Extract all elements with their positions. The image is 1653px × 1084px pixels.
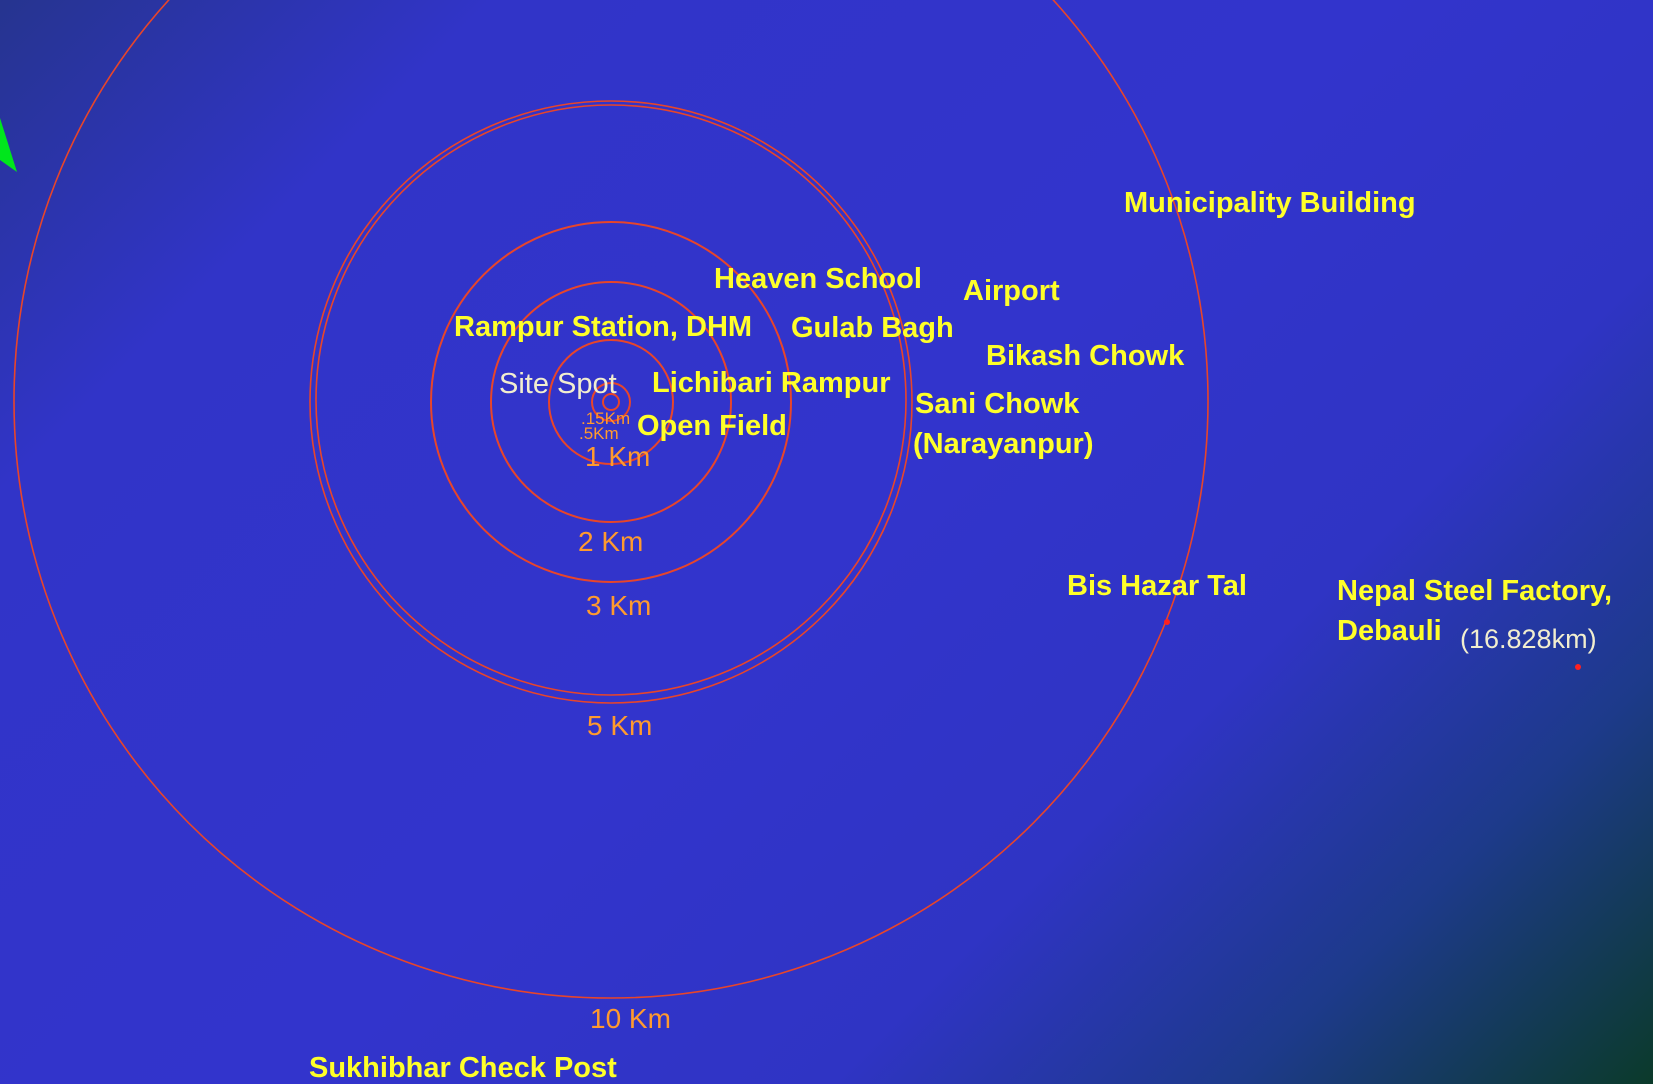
place-airport: Airport xyxy=(963,277,1060,306)
far-distance-label: (16.828km) xyxy=(1460,626,1597,653)
place-heaven-school: Heaven School xyxy=(714,265,922,294)
place-open-field: Open Field xyxy=(637,412,787,441)
marker-bis-hazar-tal xyxy=(1164,619,1170,625)
marker-nepal-steel-factory xyxy=(1575,664,1581,670)
place-lichibari-rampur: Lichibari Rampur xyxy=(652,369,891,398)
ring-10km xyxy=(14,0,1208,998)
place-bis-hazar-tal: Bis Hazar Tal xyxy=(1067,572,1247,601)
place-bikash-chowk: Bikash Chowk xyxy=(986,342,1184,371)
north-arrow-icon xyxy=(0,118,17,172)
place-gulab-bagh: Gulab Bagh xyxy=(791,314,954,343)
ring-label-0-5km: .5Km xyxy=(579,425,619,442)
site-spot-label: Site Spot xyxy=(499,370,617,399)
place-sukhibhar-check-post: Sukhibhar Check Post xyxy=(309,1054,617,1083)
place-debauli: Debauli xyxy=(1337,617,1442,646)
place-municipality-building: Municipality Building xyxy=(1124,189,1416,218)
ring-label-10km: 10 Km xyxy=(590,1005,671,1033)
place-rampur-station: Rampur Station, DHM xyxy=(454,313,752,342)
ring-label-5km: 5 Km xyxy=(587,712,652,740)
place-sani-chowk: Sani Chowk xyxy=(915,390,1079,419)
place-nepal-steel-factory: Nepal Steel Factory, xyxy=(1337,577,1612,606)
ring-label-2km: 2 Km xyxy=(578,528,643,556)
ring-label-1km: 1 Km xyxy=(585,443,650,471)
place-narayanpur: (Narayanpur) xyxy=(913,430,1094,459)
rings-group xyxy=(14,0,1208,998)
ring-label-3km: 3 Km xyxy=(586,592,651,620)
